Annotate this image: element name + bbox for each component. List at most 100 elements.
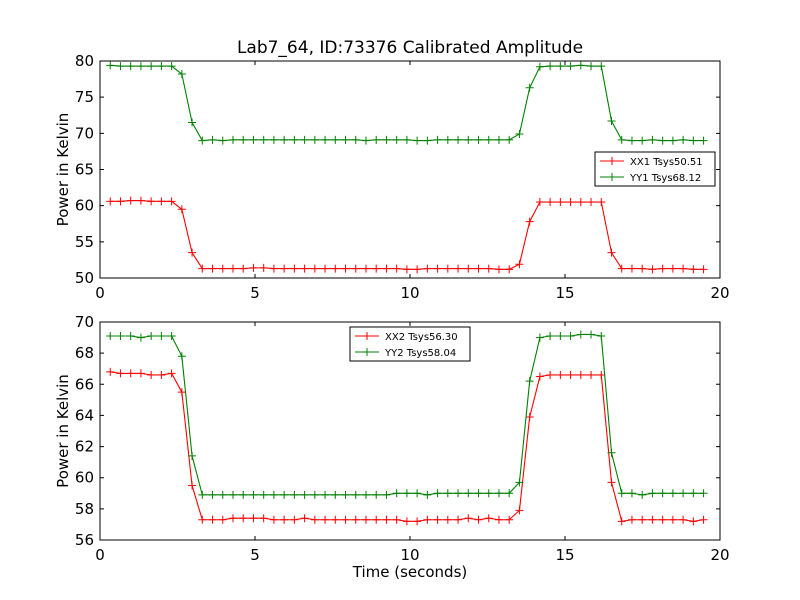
data-point (597, 198, 606, 207)
y-tick-label: 50 (75, 269, 94, 287)
data-point (556, 62, 565, 71)
data-point (239, 264, 248, 273)
data-point (648, 135, 657, 144)
data-point (269, 515, 278, 524)
data-point (331, 515, 340, 524)
data-point (433, 515, 442, 524)
data-point (321, 515, 330, 524)
data-point (177, 388, 186, 397)
data-point (679, 135, 688, 144)
data-point (208, 515, 217, 524)
data-point (474, 515, 483, 524)
data-point (167, 332, 176, 341)
data-point (147, 370, 156, 379)
data-point (699, 515, 708, 524)
data-point (494, 489, 503, 498)
data-point (413, 517, 422, 526)
y-tick-label: 65 (75, 161, 94, 179)
data-point (321, 264, 330, 273)
data-point (597, 332, 606, 341)
data-point (402, 489, 411, 498)
data-point (443, 515, 452, 524)
data-point (126, 62, 135, 71)
data-point (607, 448, 616, 457)
legend-swatch-marker (608, 173, 616, 181)
data-point (443, 489, 452, 498)
data-point (259, 490, 268, 499)
data-point (515, 260, 524, 269)
chart-title: Lab7_64, ID:73376 Calibrated Amplitude (237, 38, 583, 58)
data-point (269, 490, 278, 499)
data-point (167, 369, 176, 378)
data-point (157, 370, 166, 379)
data-point (525, 377, 534, 386)
data-point (136, 333, 145, 342)
data-point (147, 197, 156, 206)
x-tick-label: 0 (95, 546, 105, 564)
data-point (648, 265, 657, 274)
series-2 (106, 61, 708, 145)
data-point (433, 135, 442, 144)
data-point (423, 490, 432, 499)
data-point (658, 264, 667, 273)
data-point (587, 62, 596, 71)
data-point (341, 515, 350, 524)
data-point (126, 196, 135, 205)
legend: XX2 Tsys56.30 YY2 Tsys58.04 (349, 326, 471, 362)
data-point (280, 490, 289, 499)
data-point (658, 136, 667, 145)
data-point (423, 136, 432, 145)
data-point (106, 197, 115, 206)
data-point (116, 197, 125, 206)
y-tick-label: 58 (75, 500, 94, 518)
data-point (361, 490, 370, 499)
data-point (413, 136, 422, 145)
data-point (249, 135, 258, 144)
data-point (331, 135, 340, 144)
data-point (617, 489, 626, 498)
series-2 (106, 330, 708, 499)
series-1 (106, 367, 708, 526)
legend-label: YY2 Tsys58.04 (384, 348, 456, 359)
data-point (218, 136, 227, 145)
data-point (341, 264, 350, 273)
data-point (505, 265, 514, 274)
data-point (208, 264, 217, 273)
data-point (535, 333, 544, 342)
data-point (157, 197, 166, 206)
legend-label: XX2 Tsys56.30 (385, 332, 458, 343)
data-point (607, 248, 616, 257)
data-point (259, 514, 268, 523)
data-point (668, 515, 677, 524)
y-tick-label: 62 (75, 438, 94, 456)
data-point (679, 489, 688, 498)
x-tick-label: 0 (95, 284, 105, 302)
data-point (566, 62, 575, 71)
y-axis-label: Power in Kelvin (54, 113, 72, 227)
data-point (699, 265, 708, 274)
data-point (157, 332, 166, 341)
series-1 (106, 196, 708, 274)
data-point (627, 136, 636, 145)
data-point (198, 515, 207, 524)
data-point (382, 135, 391, 144)
data-point (566, 198, 575, 207)
data-point (689, 489, 698, 498)
data-point (147, 332, 156, 341)
data-point (515, 130, 524, 139)
data-point (136, 196, 145, 205)
data-point (627, 515, 636, 524)
data-point (331, 264, 340, 273)
data-point (228, 514, 237, 523)
data-point (188, 248, 197, 257)
data-point (392, 515, 401, 524)
data-point (484, 264, 493, 273)
data-point (361, 264, 370, 273)
data-point (147, 62, 156, 71)
y-tick-label: 70 (75, 313, 94, 331)
y-tick-label: 70 (75, 124, 94, 142)
data-point (269, 264, 278, 273)
y-tick-label: 68 (75, 344, 94, 362)
data-point (454, 515, 463, 524)
